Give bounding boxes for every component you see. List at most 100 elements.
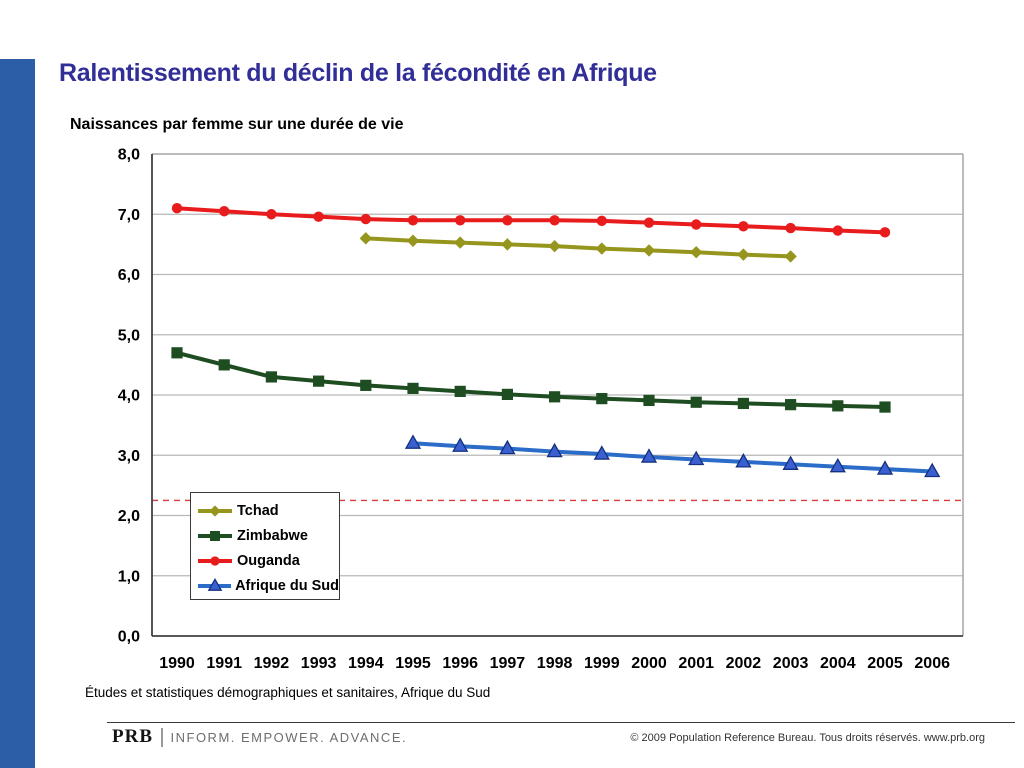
legend-label: Zimbabwe <box>237 527 308 544</box>
legend-label: Afrique du Sud <box>235 578 339 595</box>
x-tick-label: 1993 <box>301 655 337 672</box>
y-tick-label: 1,0 <box>118 568 140 585</box>
circle-marker <box>171 203 183 214</box>
triangle-marker <box>207 578 223 592</box>
triangle-marker <box>404 434 422 449</box>
legend-label: Tchad <box>237 502 279 519</box>
x-tick-label: 2005 <box>867 655 903 672</box>
x-tick-label: 1998 <box>537 655 573 672</box>
circle-marker <box>210 556 220 566</box>
circle-marker <box>407 215 419 226</box>
triangle-marker <box>782 455 799 470</box>
circle-marker <box>549 215 560 226</box>
x-tick-label: 1991 <box>206 655 242 672</box>
circle-marker <box>691 219 702 230</box>
chart-axis-title: Naissances par femme sur une durée de vi… <box>70 116 404 133</box>
circle-marker <box>313 211 324 222</box>
y-tick-label: 3,0 <box>118 448 140 465</box>
square-marker <box>737 397 749 410</box>
square-marker <box>360 379 372 391</box>
y-tick-label: 4,0 <box>118 388 140 405</box>
slide-title: Ralentissement du déclin de la fécondité… <box>59 58 657 87</box>
square-marker <box>454 385 466 397</box>
left-accent-bar <box>0 59 35 768</box>
footer-branding: PRB INFORM. EMPOWER. ADVANCE. <box>112 726 407 748</box>
legend-item-ouganda: Ouganda <box>197 549 339 573</box>
diamond-marker <box>595 242 608 255</box>
series-zimbabwe <box>171 347 891 413</box>
x-tick-label: 2006 <box>914 655 950 672</box>
circle-marker <box>219 206 230 217</box>
diamond-marker <box>454 236 467 249</box>
prb-logo: PRB <box>112 726 153 747</box>
circle-marker <box>879 227 891 238</box>
x-tick-label: 1996 <box>442 655 478 672</box>
x-tick-label: 1992 <box>254 655 290 672</box>
series-line <box>175 206 887 235</box>
triangle-marker <box>546 442 563 458</box>
series-line <box>175 350 887 410</box>
x-tick-label: 1997 <box>490 655 526 672</box>
y-tick-label: 2,0 <box>118 508 140 525</box>
square-marker <box>210 530 220 541</box>
diamond-marker <box>548 239 561 253</box>
circle-marker <box>785 222 796 234</box>
square-marker <box>218 359 230 371</box>
footer-divider <box>107 722 1015 723</box>
square-legend-swatch <box>198 530 232 541</box>
circle-marker <box>502 215 513 226</box>
copyright-text: © 2009 Population Reference Bureau. Tous… <box>630 732 985 744</box>
square-marker <box>643 394 655 407</box>
square-marker <box>690 396 702 408</box>
triangle-marker <box>829 457 846 473</box>
x-tick-label: 2002 <box>726 655 762 672</box>
triangle-marker <box>924 462 941 478</box>
circle-marker <box>596 215 607 227</box>
diamond-marker <box>406 234 420 247</box>
square-marker <box>407 382 419 394</box>
diamond-marker <box>784 250 797 263</box>
y-tick-label: 0,0 <box>118 629 140 646</box>
chart-legend: Tchad Zimbabwe Ouganda Afrique du Sud <box>190 492 340 600</box>
series-afrique-du-sud <box>404 434 941 478</box>
triangle-marker <box>735 453 752 468</box>
diamond-marker <box>359 232 372 245</box>
square-marker <box>501 388 513 400</box>
square-marker <box>879 401 891 413</box>
square-marker <box>265 371 277 383</box>
triangle-marker <box>452 437 469 452</box>
x-tick-label: 2001 <box>678 655 714 672</box>
triangle-marker <box>593 445 610 460</box>
prb-tagline: INFORM. EMPOWER. ADVANCE. <box>170 729 408 745</box>
circle-marker <box>455 215 466 226</box>
square-marker <box>596 393 608 405</box>
series-line <box>363 236 793 259</box>
square-marker <box>171 347 183 359</box>
triangle-marker <box>688 450 705 466</box>
x-tick-label: 1995 <box>395 655 431 672</box>
circle-marker <box>643 217 655 228</box>
y-tick-label: 6,0 <box>118 267 140 284</box>
diamond-marker <box>209 505 221 517</box>
triangle-marker <box>876 460 894 475</box>
triangle-marker <box>640 448 658 463</box>
diamond-marker <box>737 248 750 261</box>
circle-legend-swatch <box>198 556 232 566</box>
circle-marker <box>266 209 277 220</box>
diamond-legend-swatch <box>198 505 232 517</box>
legend-item-zimbabwe: Zimbabwe <box>197 524 339 548</box>
square-marker <box>313 375 325 387</box>
circle-marker <box>360 213 371 225</box>
x-tick-label: 2003 <box>773 655 809 672</box>
x-tick-label: 1999 <box>584 655 620 672</box>
x-tick-label: 2004 <box>820 655 856 672</box>
x-tick-label: 2000 <box>631 655 667 672</box>
diamond-marker <box>642 244 656 257</box>
y-tick-label: 7,0 <box>118 207 140 224</box>
legend-label: Ouganda <box>237 553 300 570</box>
square-marker <box>549 391 561 403</box>
logo-separator <box>161 727 163 747</box>
x-tick-label: 1990 <box>159 655 195 672</box>
